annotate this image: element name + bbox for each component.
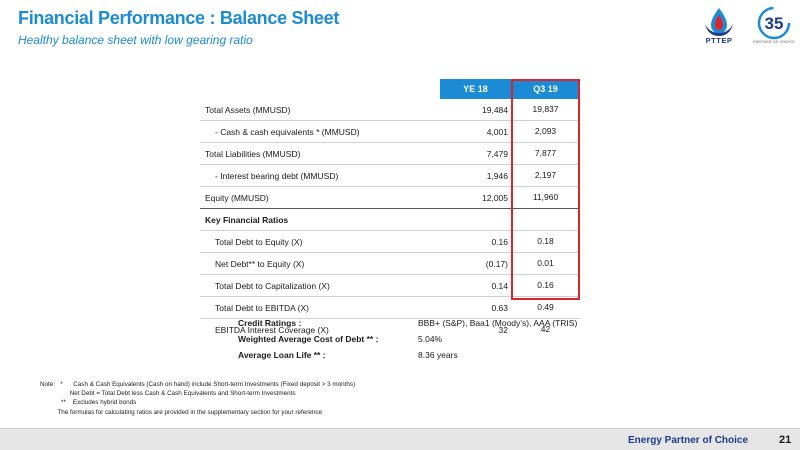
row-value-q319: 2,093: [534, 126, 557, 136]
svg-text:35: 35: [765, 14, 784, 33]
footer-tagline: Energy Partner of Choice: [628, 435, 749, 446]
row-label: Net Debt** to Equity (X): [215, 259, 305, 269]
table-row: Total Assets (MMUSD) 19,484 19,837: [200, 99, 580, 121]
section-header-key-ratios: Key Financial Ratios: [200, 209, 580, 231]
page-subtitle: Healthy balance sheet with low gearing r…: [18, 33, 253, 47]
row-value-ye18: 7,479: [486, 149, 508, 159]
pttep-logo-icon: [705, 8, 733, 36]
credit-key: Weighted Average Cost of Debt ** :: [238, 334, 379, 344]
footer-divider: [0, 428, 800, 429]
credit-key: Average Loan Life ** :: [238, 350, 326, 360]
row-label: Key Financial Ratios: [205, 215, 289, 225]
anniversary-35-icon: 35: [757, 6, 791, 40]
row-label: - Interest bearing debt (MMUSD): [215, 171, 339, 181]
credit-value: 5.04%: [418, 334, 443, 344]
row-value-q319: 42: [540, 324, 551, 334]
row-value-q319: 0.16: [537, 280, 554, 290]
credit-value: 8.36 years: [418, 350, 458, 360]
row-value-q319: 19,837: [532, 104, 559, 114]
table-row: - Interest bearing debt (MMUSD) 1,946 2,…: [200, 165, 580, 187]
row-value-q319: 0.18: [537, 236, 554, 246]
footnote-line: ** Excludes hybrid bonds: [40, 399, 137, 407]
row-value-ye18: 0.14: [491, 281, 508, 291]
table-row: - Cash & cash equivalents * (MMUSD) 4,00…: [200, 121, 580, 143]
row-value-q319: 11,960: [532, 192, 559, 202]
footnotes: Note: * Cash & Cash Equivalents (Cash on…: [40, 380, 355, 417]
row-label: Equity (MMUSD): [205, 193, 269, 203]
row-label: Total Debt to Capitalization (X): [215, 281, 330, 291]
row-label: Total Debt to EBITDA (X): [215, 303, 310, 313]
footnote-line: Note: * Cash & Cash Equivalents (Cash on…: [40, 381, 356, 388]
footnote-line: The formulas for calculating ratios are …: [40, 408, 322, 416]
row-label: - Cash & cash equivalents * (MMUSD): [215, 127, 360, 137]
row-label: Total Debt to Equity (X): [215, 237, 303, 247]
table-row: Total Debt to Capitalization (X) 0.14 0.…: [200, 275, 580, 297]
footer-bar: [0, 428, 800, 450]
table-row: Total Debt to EBITDA (X) 0.63 0.49: [200, 297, 580, 319]
page-number: 21: [779, 434, 792, 446]
page-title: Financial Performance : Balance Sheet: [18, 8, 340, 28]
row-value-q319: 2,197: [534, 170, 557, 180]
table-row: Net Debt** to Equity (X) (0.17) 0.01: [200, 253, 580, 275]
row-value-ye18: 12,005: [482, 193, 508, 203]
row-value-ye18: 0.63: [491, 303, 508, 313]
row-label: Total Liabilities (MMUSD): [205, 149, 301, 159]
column-header-q319: Q3 19: [511, 79, 580, 99]
column-header-ye18: YE 18: [440, 79, 511, 99]
footnote-line: Net Debt = Total Debt less Cash & Cash E…: [40, 390, 296, 398]
row-value-ye18: (0.17): [485, 259, 508, 269]
row-value-ye18: 0.16: [491, 237, 508, 247]
row-value-ye18: 19,484: [482, 105, 508, 115]
row-value-ye18: 32: [498, 325, 508, 335]
pttep-logo-text: PTTEP: [705, 36, 733, 45]
credit-key: Credit Ratings :: [238, 318, 302, 328]
row-value-q319: 0.01: [537, 258, 554, 268]
table-row: EBITDA Interest Coverage (X) 32 42: [200, 319, 580, 341]
credit-value: BBB+ (S&P), Baa1 (Moody’s), AAA (TRIS): [418, 318, 578, 328]
row-value-ye18: 1,946: [486, 171, 508, 181]
row-value-q319: 0.49: [537, 302, 554, 312]
row-label: EBITDA Interest Coverage (X): [215, 325, 329, 335]
row-value-ye18: 4,001: [486, 127, 508, 137]
row-label: Total Assets (MMUSD): [205, 105, 291, 115]
anniversary-caption: PARTNER OF CHOICE: [752, 39, 796, 44]
table-row: Total Debt to Equity (X) 0.16 0.18: [200, 231, 580, 253]
row-value-q319: 7,877: [534, 148, 557, 158]
table-row: Total Liabilities (MMUSD) 7,479 7,877: [200, 143, 580, 165]
table-row: Equity (MMUSD) 12,005 11,960: [200, 187, 580, 209]
